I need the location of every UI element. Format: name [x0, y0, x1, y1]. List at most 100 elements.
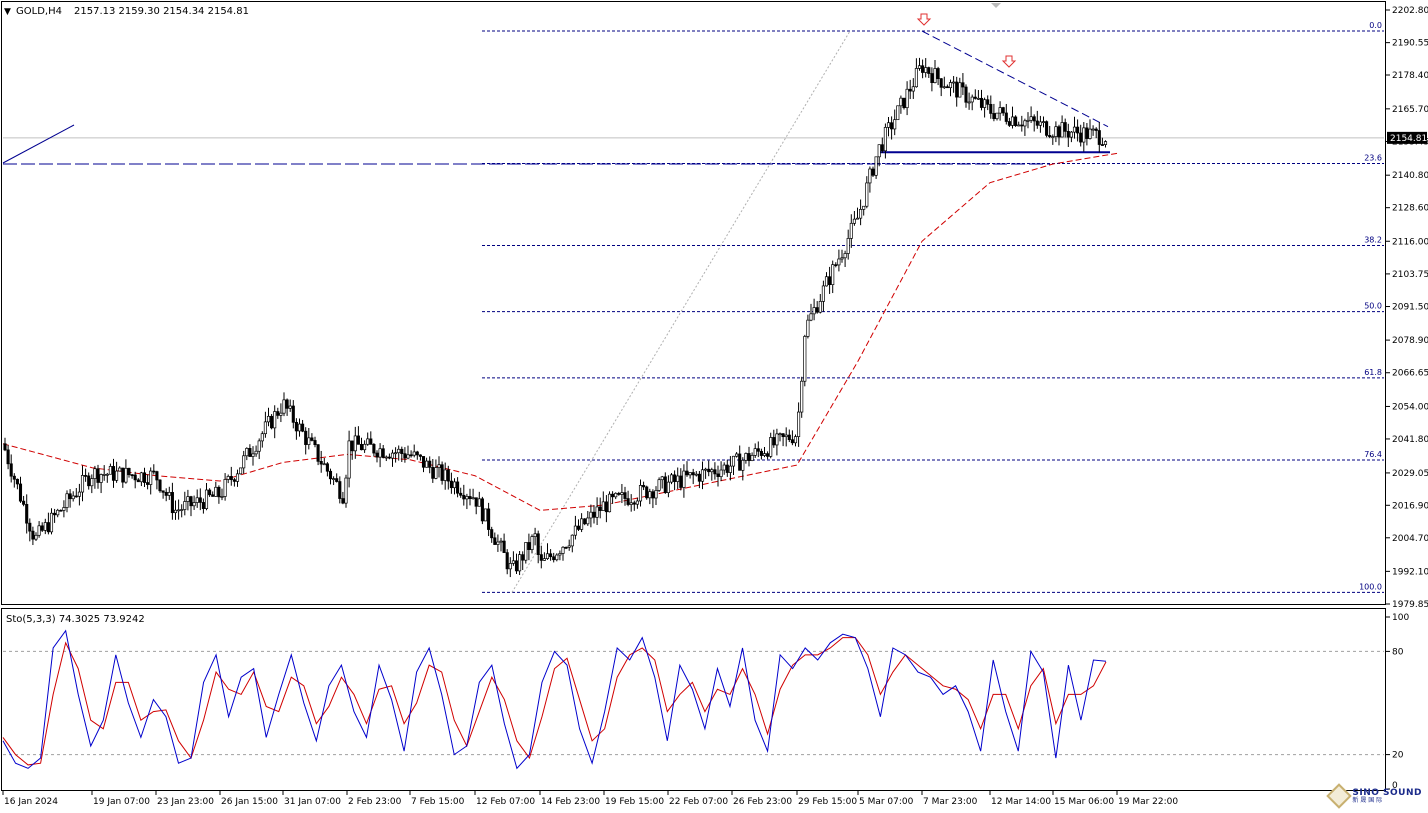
- candle-body: [474, 497, 478, 507]
- candle-body: [713, 469, 717, 475]
- candle-body: [263, 421, 267, 435]
- candle-body: [648, 491, 652, 499]
- stoch-signal-line: [2, 637, 1107, 766]
- candle-body: [800, 380, 804, 413]
- candle-body: [307, 437, 311, 445]
- time-tick-label: 26 Jan 15:00: [221, 797, 278, 807]
- candle-body: [948, 82, 953, 89]
- candle-body: [976, 97, 980, 100]
- candle-body: [598, 506, 602, 511]
- candle-body: [273, 411, 277, 429]
- candle-body: [685, 470, 689, 476]
- candle-body: [456, 481, 460, 494]
- candle-body: [607, 493, 612, 513]
- candle-body: [1094, 128, 1098, 131]
- candle-body: [521, 554, 525, 561]
- candle-body: [1004, 112, 1008, 122]
- time-axis[interactable]: 16 Jan 2024 19 Jan 07:00 23 Jan 23:00 26 Ja…: [2, 791, 1178, 807]
- candle-body: [344, 477, 348, 504]
- candle-body: [1014, 116, 1018, 126]
- candle-body: [766, 453, 770, 457]
- price-tick-label: 2041.80: [1392, 435, 1428, 445]
- time-tick-label: 31 Jan 07:00: [284, 797, 341, 807]
- candle-body: [824, 276, 829, 287]
- candle-body: [750, 455, 754, 461]
- candle-body: [772, 437, 776, 446]
- candle-body: [214, 486, 218, 497]
- candle-body: [301, 423, 305, 432]
- candle-body: [549, 553, 553, 558]
- candle-body: [583, 518, 587, 525]
- candle-body: [34, 534, 38, 540]
- candle-body: [146, 482, 150, 485]
- candle-body: [803, 336, 807, 382]
- candle-body: [279, 412, 283, 416]
- candle-body: [744, 453, 748, 461]
- candle-body: [778, 433, 782, 436]
- candle-body: [914, 68, 918, 88]
- ma-line: [2, 152, 1118, 511]
- candle-body: [177, 509, 181, 512]
- candle-body: [880, 144, 884, 152]
- candle-body: [1007, 121, 1011, 126]
- candle-body: [592, 511, 596, 518]
- candle-body: [651, 491, 655, 499]
- candle-body: [257, 440, 261, 452]
- candle-body: [183, 501, 187, 510]
- candle-body: [242, 455, 246, 469]
- watermark: SINO SOUND 新 晟 国 际: [1326, 783, 1422, 809]
- candle-body: [425, 460, 429, 468]
- candle-body: [862, 205, 866, 210]
- candle-body: [130, 474, 134, 477]
- candle-body: [297, 423, 302, 432]
- candle-body: [74, 495, 78, 498]
- fib-level-label: 61.8: [1364, 368, 1382, 377]
- candle-body: [198, 497, 202, 503]
- candle-body: [735, 453, 739, 457]
- candle-body: [691, 472, 695, 476]
- candle-body: [71, 495, 75, 500]
- candle-body: [353, 435, 357, 452]
- candle-body: [164, 491, 168, 496]
- candle-body: [223, 479, 227, 497]
- candle-body: [635, 500, 639, 505]
- candle-body: [539, 554, 543, 561]
- scroll-marker[interactable]: [991, 3, 1001, 8]
- price-axis[interactable]: 2202.802190.552178.402165.702153.452140.…: [1386, 6, 1428, 610]
- candle-body: [815, 307, 819, 313]
- candle-body: [502, 540, 506, 553]
- candle-body: [59, 509, 63, 512]
- candle-body: [127, 467, 131, 476]
- down-arrow-icon: [1001, 55, 1017, 68]
- candle-body: [493, 537, 497, 545]
- candle-body: [245, 448, 249, 457]
- candle-body: [911, 86, 915, 92]
- time-tick-label: 26 Feb 23:00: [733, 797, 792, 807]
- candle-body: [769, 437, 773, 457]
- candle-body: [96, 468, 100, 483]
- candle-body: [1091, 128, 1095, 131]
- candle-body: [359, 444, 364, 451]
- candle-body: [1001, 107, 1005, 114]
- candle-body: [995, 112, 999, 120]
- fib-level-label: 0.0: [1369, 21, 1382, 30]
- candle-body: [1103, 141, 1108, 145]
- candle-body: [192, 502, 196, 507]
- stoch-tick-label: 80: [1392, 647, 1404, 657]
- candle-body: [660, 476, 664, 481]
- candle-body: [15, 478, 19, 485]
- stoch-tick-label: 20: [1392, 751, 1404, 761]
- header-marker[interactable]: ▼: [4, 7, 11, 17]
- candle-body: [3, 443, 7, 451]
- candle-body: [967, 101, 971, 104]
- candle-body: [235, 473, 240, 482]
- candle-body: [809, 313, 813, 321]
- candle-body: [186, 496, 190, 502]
- candle-body: [942, 86, 946, 89]
- candle-body: [952, 81, 956, 84]
- candle-body: [846, 238, 850, 254]
- candle-body: [945, 86, 949, 89]
- price-tick-label: 2004.70: [1392, 534, 1428, 544]
- candle-body: [657, 479, 661, 491]
